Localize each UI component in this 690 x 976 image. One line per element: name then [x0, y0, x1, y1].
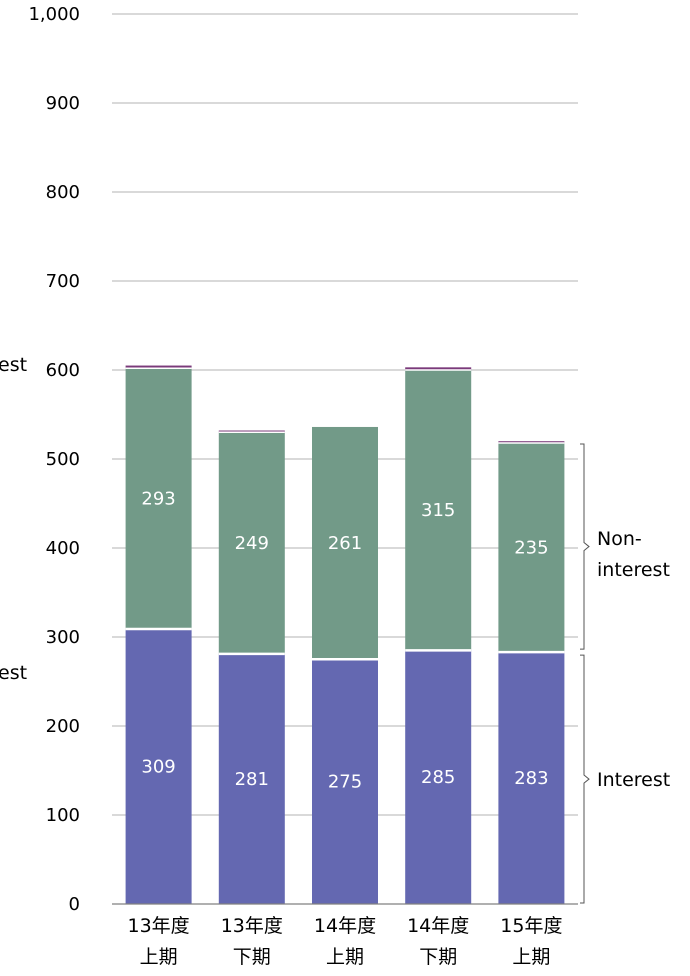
bar-interest: [405, 650, 472, 904]
data-label-noninterest: 293: [141, 489, 175, 510]
x-tick-label: 上期: [326, 946, 364, 968]
data-label-noninterest: 315: [421, 500, 455, 521]
y-tick-label: 300: [46, 627, 80, 648]
data-label-interest: 283: [514, 768, 548, 789]
data-label-interest: 285: [421, 767, 455, 788]
bars: 309 293 281 249 275 261 285 315 283 235: [125, 365, 565, 904]
x-tick-label: 13年度: [221, 915, 283, 937]
bar-top-segment: [405, 367, 472, 370]
bar-top-segment: [218, 430, 285, 433]
y-tick-label: 500: [46, 449, 80, 470]
bar-noninterest: [312, 426, 378, 660]
x-tick-label: 下期: [233, 946, 271, 968]
y-tick-label: 100: [46, 805, 80, 826]
y-tick-label: 600: [46, 360, 80, 381]
data-label-noninterest: 235: [514, 538, 548, 559]
bar-top-segment: [125, 365, 192, 369]
data-label-noninterest: 261: [328, 533, 362, 554]
y-tick-label: 900: [46, 93, 80, 114]
bar-top-segment: [498, 441, 565, 443]
bracket-interest: [580, 654, 590, 904]
noninterest-label-line1: Non-: [597, 528, 642, 550]
data-label-interest: 275: [328, 772, 362, 793]
bar-noninterest: [218, 432, 285, 654]
y-tick-label: 200: [46, 716, 80, 737]
x-tick-label: 下期: [419, 946, 457, 968]
x-tick-label: 上期: [140, 946, 178, 968]
data-label-interest: 309: [141, 756, 175, 777]
x-tick-label: 13年度: [128, 915, 190, 937]
data-label-noninterest: 249: [235, 533, 269, 554]
data-label-interest: 281: [235, 769, 269, 790]
x-tick-label: 14年度: [407, 915, 469, 937]
series-brackets: [580, 443, 590, 904]
cut-off-label-upper: est: [0, 354, 27, 376]
y-axis: 0 100 200 300 400 500 600 700 800 900 1,000: [28, 4, 80, 915]
bar-noninterest: [125, 368, 192, 629]
interest-label: Interest: [597, 769, 670, 791]
x-tick-label: 15年度: [500, 915, 562, 937]
bar-interest: [498, 652, 565, 904]
noninterest-label-line2: interest: [597, 559, 670, 581]
bar-interest: [125, 628, 192, 904]
y-tick-label: 700: [46, 271, 80, 292]
bar-noninterest: [405, 370, 472, 651]
x-tick-label: 14年度: [314, 915, 376, 937]
cut-off-label-lower: est: [0, 662, 27, 684]
y-tick-label: 400: [46, 538, 80, 559]
bar-interest: [312, 659, 378, 904]
y-tick-label: 800: [46, 182, 80, 203]
x-tick-label: 上期: [512, 946, 550, 968]
bar-noninterest: [498, 442, 565, 653]
bar-interest: [218, 653, 285, 904]
bracket-noninterest: [580, 443, 590, 650]
y-tick-label: 1,000: [28, 4, 80, 25]
y-tick-label: 0: [69, 894, 80, 915]
